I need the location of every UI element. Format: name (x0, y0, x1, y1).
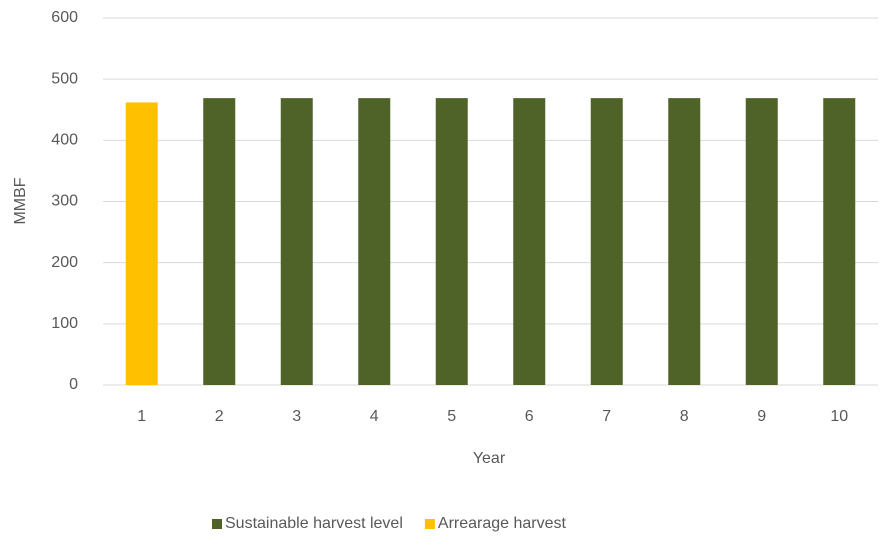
x-tick-label: 2 (215, 408, 224, 425)
bar (513, 98, 546, 386)
legend-label: Arrearage harvest (438, 515, 567, 532)
y-tick-label: 200 (51, 254, 78, 271)
bar (745, 98, 778, 386)
y-axis-title: MMBF (12, 177, 29, 224)
y-tick-label: 500 (51, 70, 78, 87)
x-tick-label: 1 (137, 408, 146, 425)
bar (203, 98, 236, 386)
legend-swatch (424, 519, 435, 529)
bar (590, 98, 623, 386)
bar (358, 98, 391, 386)
bar (668, 98, 701, 386)
bar (435, 98, 468, 386)
y-tick-label: 300 (51, 193, 78, 210)
x-tick-label: 4 (370, 408, 379, 425)
x-tick-label: 8 (680, 408, 689, 425)
x-tick-label: 6 (525, 408, 534, 425)
bar (125, 102, 158, 385)
x-tick-label: 9 (757, 408, 766, 425)
legend-label: Sustainable harvest level (225, 515, 403, 532)
x-axis-title: Year (473, 450, 506, 467)
y-tick-label: 400 (51, 132, 78, 149)
bar (280, 98, 313, 386)
y-tick-label: 100 (51, 315, 78, 332)
y-tick-label: 600 (51, 9, 78, 26)
x-tick-label: 5 (447, 408, 456, 425)
x-tick-label: 10 (830, 408, 848, 425)
y-tick-label: 0 (69, 376, 78, 393)
legend-swatch (212, 519, 222, 529)
x-tick-label: 3 (292, 408, 301, 425)
bar (823, 98, 856, 386)
x-tick-label: 7 (602, 408, 611, 425)
